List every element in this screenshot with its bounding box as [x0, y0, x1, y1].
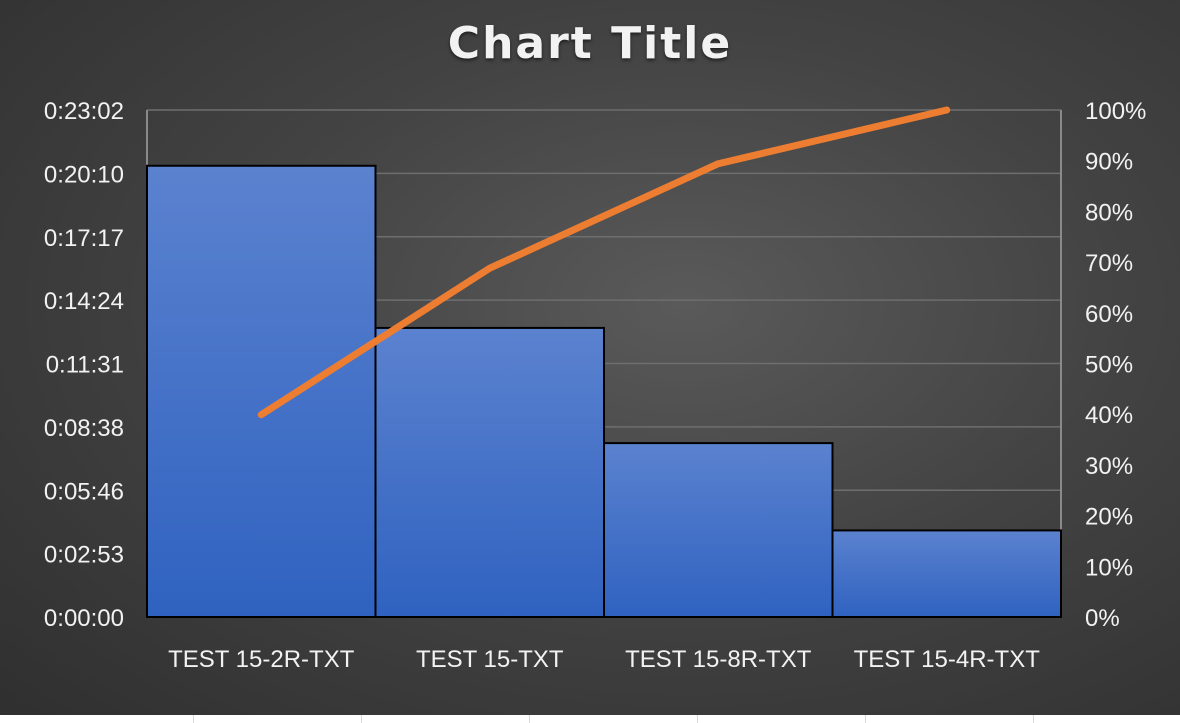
cell-divider — [1033, 715, 1034, 723]
y-right-tick-label: 30% — [1085, 453, 1133, 480]
y-right-tick-label: 50% — [1085, 352, 1133, 379]
y-left-tick-label: 0:05:46 — [44, 478, 124, 505]
cumulative-line — [257, 106, 951, 419]
x-tick-label: TEST 15-2R-TXT — [168, 646, 355, 673]
cell-divider — [865, 715, 866, 723]
cell-divider — [529, 715, 530, 723]
y-right-tick-label: 20% — [1085, 504, 1133, 531]
x-tick-label: TEST 15-8R-TXT — [625, 646, 812, 673]
y-left-tick-label: 0:23:02 — [44, 98, 124, 125]
x-tick-label: TEST 15-4R-TXT — [854, 646, 1041, 673]
y-left-tick-label: 0:08:38 — [44, 415, 124, 442]
y-right-tick-label: 40% — [1085, 402, 1133, 429]
y-right-tick-label: 0% — [1085, 605, 1120, 632]
y-left-tick-label: 0:00:00 — [44, 605, 124, 632]
y-left-tick-label: 0:17:17 — [44, 225, 124, 252]
bar — [374, 326, 605, 618]
y-right-tick-label: 90% — [1085, 149, 1133, 176]
bar — [146, 164, 377, 618]
cell-divider — [697, 715, 698, 723]
bar — [831, 529, 1062, 619]
y-left-tick-label: 0:02:53 — [44, 542, 124, 569]
y-right-tick-label: 10% — [1085, 554, 1133, 581]
spreadsheet-row-strip — [0, 715, 1180, 723]
bar — [603, 442, 834, 619]
y-left-tick-label: 0:14:24 — [44, 288, 124, 315]
y-right-tick-label: 70% — [1085, 250, 1133, 277]
y-left-tick-label: 0:11:31 — [46, 352, 124, 379]
cell-divider — [193, 715, 194, 723]
y-right-tick-label: 80% — [1085, 199, 1133, 226]
cell-divider — [361, 715, 362, 723]
y-right-tick-label: 60% — [1085, 301, 1133, 328]
chart-title: Chart Title — [447, 18, 733, 69]
y-right-tick-label: 100% — [1085, 98, 1146, 125]
y-left-tick-label: 0:20:10 — [44, 161, 124, 188]
x-tick-label: TEST 15-TXT — [416, 646, 564, 673]
